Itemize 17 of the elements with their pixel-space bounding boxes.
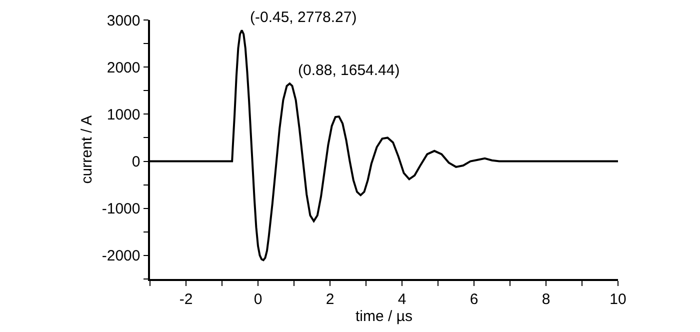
x-tick-label: 0	[254, 290, 262, 308]
x-axis-title: time / µs	[356, 308, 412, 325]
y-tick-label: 3000	[106, 12, 140, 30]
x-tick-label: -2	[179, 290, 193, 308]
x-tick-label: 8	[542, 290, 550, 308]
y-tick-label: -2000	[102, 248, 140, 265]
annotation: (0.88, 1654.44)	[298, 62, 400, 79]
y-tick-label: 1000	[106, 106, 140, 124]
y-tick-label: 2000	[106, 59, 140, 76]
annotation: (-0.45, 2778.27)	[250, 9, 357, 26]
x-tick-label: 4	[398, 290, 406, 308]
x-tick-label: 6	[470, 290, 478, 308]
x-tick-label: 10	[610, 290, 626, 308]
y-tick-label: 0	[132, 154, 140, 171]
y-tick-label: -1000	[102, 200, 140, 218]
y-axis-title: current / A	[78, 115, 96, 184]
x-tick-label: 2	[326, 290, 334, 308]
